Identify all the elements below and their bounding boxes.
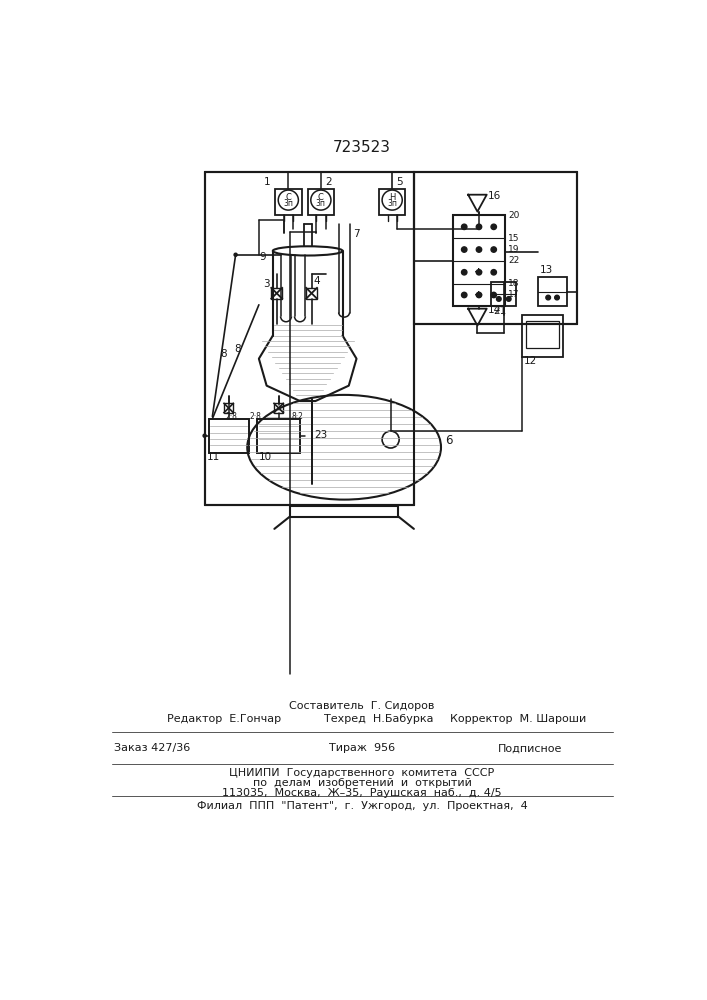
Circle shape xyxy=(506,297,511,301)
Circle shape xyxy=(311,190,331,210)
Text: 113035,  Москва,  Ж–35,  Раушская  наб.,  д. 4/5: 113035, Москва, Ж–35, Раушская наб., д. … xyxy=(222,788,502,798)
Text: 12: 12 xyxy=(524,356,537,366)
Circle shape xyxy=(496,297,501,301)
Circle shape xyxy=(279,190,298,210)
Text: С: С xyxy=(318,193,324,202)
Text: Тираж  956: Тираж 956 xyxy=(329,743,395,753)
Text: 18: 18 xyxy=(508,279,520,288)
Circle shape xyxy=(477,270,481,275)
Bar xyxy=(491,282,516,306)
Bar xyxy=(379,189,405,215)
Text: 20: 20 xyxy=(508,211,520,220)
Text: 6: 6 xyxy=(445,434,452,447)
Text: Н: Н xyxy=(389,193,395,202)
Bar xyxy=(204,172,414,505)
Text: 19: 19 xyxy=(508,245,520,254)
Text: 16: 16 xyxy=(489,191,501,201)
Bar xyxy=(522,315,563,357)
Text: 3п: 3п xyxy=(387,199,397,208)
Text: Подписное: Подписное xyxy=(498,743,562,753)
Text: 14: 14 xyxy=(489,305,501,315)
Circle shape xyxy=(382,190,402,210)
Text: 10: 10 xyxy=(259,452,272,462)
Text: +: + xyxy=(474,290,484,300)
Text: 3п: 3п xyxy=(316,199,326,208)
Circle shape xyxy=(462,270,467,275)
Text: по  делам  изобретений  и  открытий: по делам изобретений и открытий xyxy=(252,778,472,788)
Bar xyxy=(274,403,284,413)
Text: ЦНИИПИ  Государственного  комитета  СССР: ЦНИИПИ Государственного комитета СССР xyxy=(229,768,495,778)
Text: 1: 1 xyxy=(264,177,270,187)
Text: 8·2: 8·2 xyxy=(292,412,303,421)
Bar xyxy=(526,321,559,348)
Bar xyxy=(538,277,567,306)
Text: -: - xyxy=(477,245,481,255)
Circle shape xyxy=(477,224,481,230)
Text: -: - xyxy=(477,222,481,232)
Bar xyxy=(414,172,577,324)
Circle shape xyxy=(491,224,496,230)
Circle shape xyxy=(546,295,551,300)
Text: 21: 21 xyxy=(493,306,506,316)
Bar xyxy=(271,288,282,299)
Bar xyxy=(452,215,506,306)
Text: Составитель  Г. Сидоров: Составитель Г. Сидоров xyxy=(289,701,435,711)
Text: Корректор  М. Шароши: Корректор М. Шароши xyxy=(450,714,587,724)
Circle shape xyxy=(491,270,496,275)
Text: 22: 22 xyxy=(508,256,520,265)
Circle shape xyxy=(555,295,559,300)
Text: 2·8: 2·8 xyxy=(226,412,238,421)
Text: 13: 13 xyxy=(539,265,553,275)
Text: Редактор  Е.Гончар: Редактор Е.Гончар xyxy=(167,714,281,724)
Text: 723523: 723523 xyxy=(333,140,391,155)
Text: 3: 3 xyxy=(263,279,269,289)
Bar xyxy=(257,419,300,453)
Ellipse shape xyxy=(273,246,343,256)
Text: +: + xyxy=(474,267,484,277)
Bar xyxy=(308,189,334,215)
Bar xyxy=(290,506,398,517)
Bar xyxy=(209,419,249,453)
Text: 9: 9 xyxy=(259,252,266,262)
Circle shape xyxy=(477,247,481,252)
Text: Техред  Н.Бабурка: Техред Н.Бабурка xyxy=(325,714,434,724)
Circle shape xyxy=(234,253,237,256)
Circle shape xyxy=(382,431,399,448)
Circle shape xyxy=(462,292,467,298)
Text: 15: 15 xyxy=(508,234,520,243)
Text: С: С xyxy=(286,193,291,202)
Text: 8: 8 xyxy=(234,344,240,354)
Circle shape xyxy=(491,247,496,252)
Text: 3п: 3п xyxy=(284,199,293,208)
Text: 23: 23 xyxy=(315,430,328,440)
Text: 8: 8 xyxy=(220,349,227,359)
Text: 2·8: 2·8 xyxy=(249,412,261,421)
Text: 2: 2 xyxy=(325,177,332,187)
Circle shape xyxy=(203,434,206,437)
Circle shape xyxy=(491,292,496,298)
Text: 17: 17 xyxy=(508,290,520,299)
Text: 4: 4 xyxy=(313,276,320,286)
Text: Заказ 427/36: Заказ 427/36 xyxy=(114,743,190,753)
Text: 5: 5 xyxy=(396,177,403,187)
Bar xyxy=(275,189,301,215)
Text: 11: 11 xyxy=(207,452,220,462)
Bar xyxy=(224,403,233,413)
Text: 7: 7 xyxy=(353,229,359,239)
Circle shape xyxy=(462,224,467,230)
Circle shape xyxy=(462,247,467,252)
Bar xyxy=(306,288,317,299)
Ellipse shape xyxy=(247,395,441,500)
Text: Филиал  ППП  "Патент",  г.  Ужгород,  ул.  Проектная,  4: Филиал ППП "Патент", г. Ужгород, ул. Про… xyxy=(197,801,527,811)
Circle shape xyxy=(477,292,481,298)
